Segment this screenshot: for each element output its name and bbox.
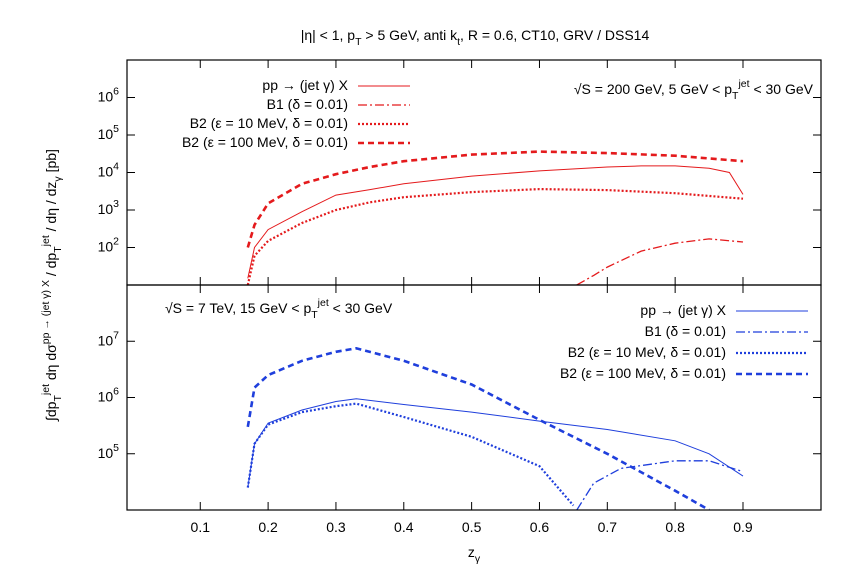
x-tick-label: 0.2 (258, 519, 278, 535)
x-tick-label: 0.3 (326, 519, 346, 535)
y-tick-label: 106 (98, 385, 120, 404)
legend-label: B2 (ε = 10 MeV, δ = 0.01) (568, 344, 726, 360)
annotation: √S = 7 TeV, 15 GeV < pTjet < 30 GeV (165, 297, 393, 321)
x-tick-label: 0.8 (665, 519, 685, 535)
series-line (576, 238, 744, 285)
annotation: √S = 200 GeV, 5 GeV < pTjet < 30 GeV (574, 78, 814, 102)
y-axis-label: ∫dpTjet dη dσpp → (jet γ) X / dpTjet / d… (40, 149, 64, 422)
x-tick-label: 0.6 (530, 519, 550, 535)
legend-label: B2 (ε = 100 MeV, δ = 0.01) (182, 134, 348, 150)
chart-title: |η| < 1, pT > 5 GeV, anti kt, R = 0.6, C… (301, 27, 650, 48)
series-line (576, 460, 744, 510)
series-line (246, 402, 575, 507)
plot-frame (126, 284, 822, 511)
y-tick-label: 106 (98, 85, 120, 104)
legend-label: B1 (δ = 0.01) (645, 323, 726, 339)
x-tick-label: 0.1 (191, 519, 211, 535)
x-tick-label: 0.7 (598, 519, 618, 535)
x-tick-label: 0.5 (462, 519, 482, 535)
y-tick-label: 103 (98, 198, 120, 217)
y-tick-label: 105 (98, 442, 120, 461)
legend-label: pp → (jet γ) X (640, 302, 726, 318)
series-line (246, 150, 744, 248)
y-tick-label: 104 (98, 160, 120, 179)
y-tick-label: 105 (98, 123, 120, 142)
x-tick-label: 0.9 (733, 519, 753, 535)
series-line (247, 165, 744, 279)
legend-label: pp → (jet γ) X (262, 77, 348, 93)
series-line (247, 398, 744, 488)
series-line (246, 346, 710, 510)
y-tick-label: 107 (98, 329, 120, 348)
legend-label: B2 (ε = 100 MeV, δ = 0.01) (560, 365, 726, 381)
series-line (246, 187, 744, 285)
x-axis-label: zγ (468, 544, 481, 565)
legend-label: B1 (δ = 0.01) (267, 96, 348, 112)
legend-label: B2 (ε = 10 MeV, δ = 0.01) (190, 115, 348, 131)
y-tick-label: 102 (98, 235, 120, 254)
x-tick-label: 0.4 (394, 519, 414, 535)
